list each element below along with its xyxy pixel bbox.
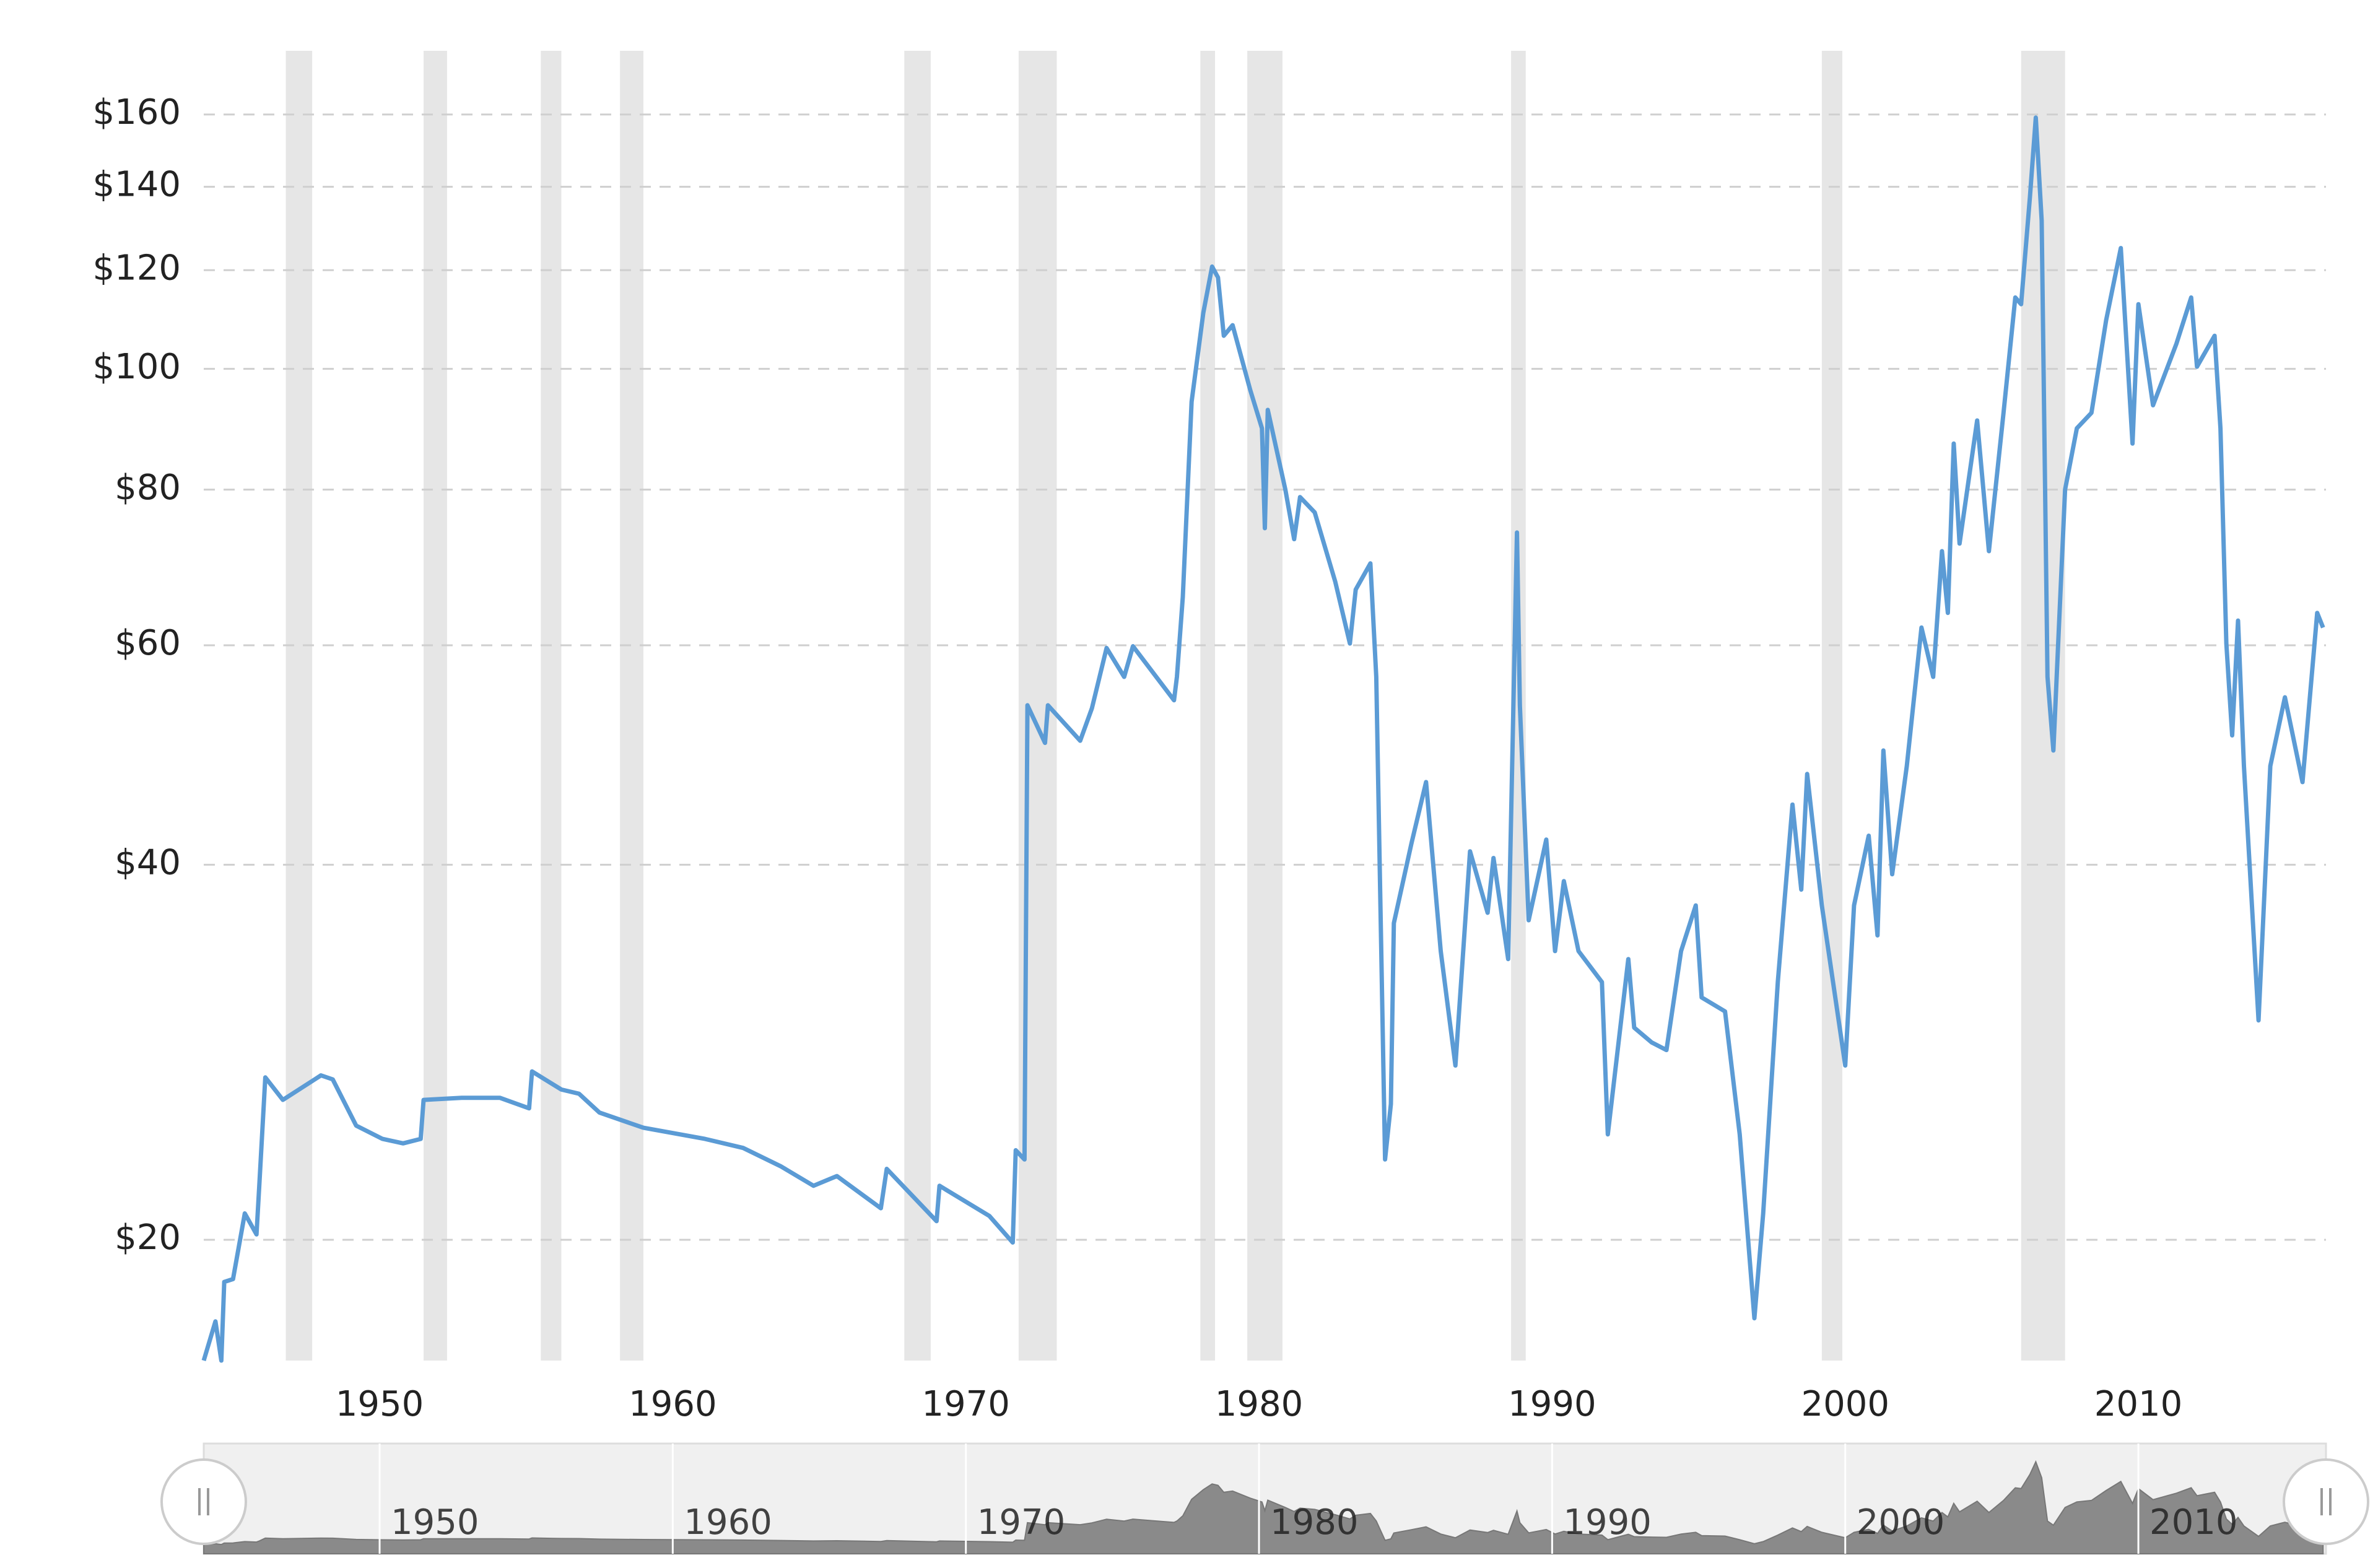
navigator-area — [203, 1460, 2324, 1554]
recession-band — [424, 51, 447, 1361]
navigator-tick-label: 1980 — [1270, 1502, 1359, 1543]
recession-band — [620, 51, 644, 1361]
handle-circle[interactable] — [2283, 1458, 2369, 1545]
recession-band — [285, 51, 313, 1361]
recession-band — [1200, 51, 1216, 1361]
navigator-tick-label: 1960 — [684, 1502, 772, 1543]
x-tick-label: 1970 — [921, 1384, 1010, 1424]
y-tick-label: $60 — [115, 623, 181, 663]
x-tick-label: 2010 — [2094, 1384, 2183, 1424]
navigator-handle[interactable] — [160, 1458, 247, 1545]
navigator-tick-label: 2010 — [2149, 1502, 2238, 1543]
navigator-tick-label: 2000 — [1857, 1502, 1945, 1543]
recession-band — [904, 51, 931, 1361]
y-tick-label: $160 — [92, 92, 181, 133]
navigator-tick-label: 1970 — [977, 1502, 1066, 1543]
price-line — [201, 115, 2325, 1363]
navigator-handle[interactable] — [2283, 1458, 2369, 1545]
y-tick-label: $20 — [115, 1217, 181, 1258]
navigator-tick-label: 1990 — [1563, 1502, 1652, 1543]
y-tick-label: $120 — [92, 248, 181, 288]
y-tick-label: $40 — [115, 842, 181, 882]
recession-band — [1821, 51, 1842, 1361]
y-tick-label: $140 — [92, 165, 181, 205]
handle-circle[interactable] — [160, 1458, 247, 1545]
y-tick-label: $100 — [92, 347, 181, 387]
x-tick-label: 1950 — [336, 1384, 424, 1424]
x-tick-label: 1980 — [1215, 1384, 1304, 1424]
recession-band — [1247, 51, 1283, 1361]
x-tick-label: 1960 — [629, 1384, 717, 1424]
recession-band — [541, 51, 562, 1361]
navigator: 1950 1960 1970 1980 1990 2000 2010 — [160, 1442, 2369, 1555]
y-tick-label: $80 — [115, 468, 181, 508]
navigator-tick-label: 1950 — [391, 1502, 479, 1543]
x-tick-label: 2000 — [1801, 1384, 1889, 1424]
x-tick-label: 1990 — [1508, 1384, 1596, 1424]
